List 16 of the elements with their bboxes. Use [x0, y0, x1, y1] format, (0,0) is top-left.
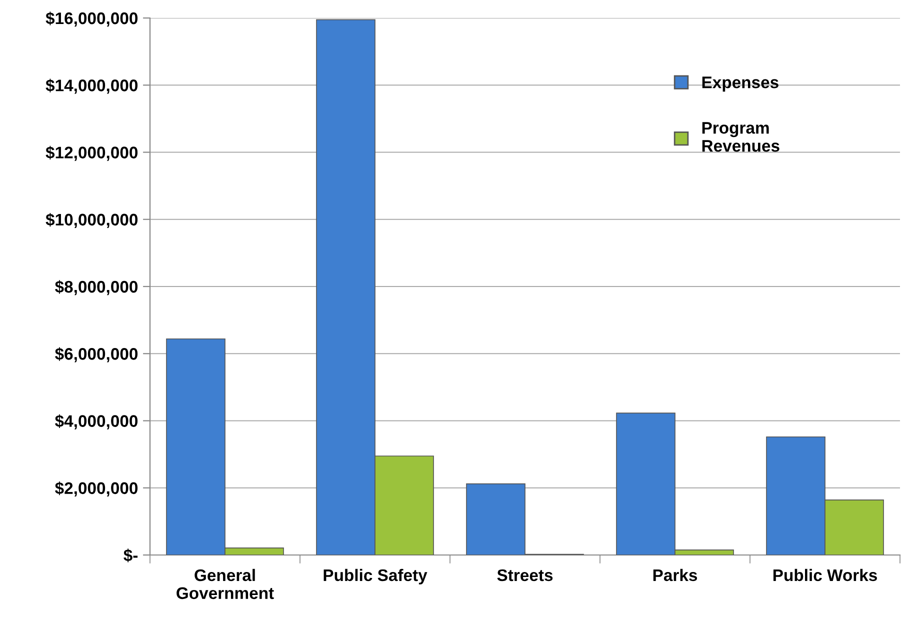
- x-tick-label: General Government: [176, 568, 274, 600]
- y-tick-label: $4,000,000: [55, 414, 138, 430]
- x-tick-label: Parks: [653, 568, 698, 582]
- y-tick-label: $10,000,000: [46, 213, 138, 228]
- y-tick-label: $8,000,000: [55, 280, 138, 296]
- x-tick-label: Public Works: [773, 568, 877, 582]
- y-tick-label: $2,000,000: [55, 482, 138, 496]
- y-tick-label: $16,000,000: [46, 12, 138, 27]
- legend-label: Program Revenues: [702, 122, 780, 152]
- legend-label: Expenses: [702, 76, 778, 92]
- x-tick-label: Streets: [497, 569, 553, 582]
- y-tick-label: $14,000,000: [46, 78, 138, 94]
- y-tick-label: $6,000,000: [55, 347, 138, 362]
- y-tick-label: $-: [124, 548, 138, 562]
- x-tick-label: Public Safety: [324, 568, 428, 584]
- y-tick-label: $12,000,000: [46, 146, 138, 161]
